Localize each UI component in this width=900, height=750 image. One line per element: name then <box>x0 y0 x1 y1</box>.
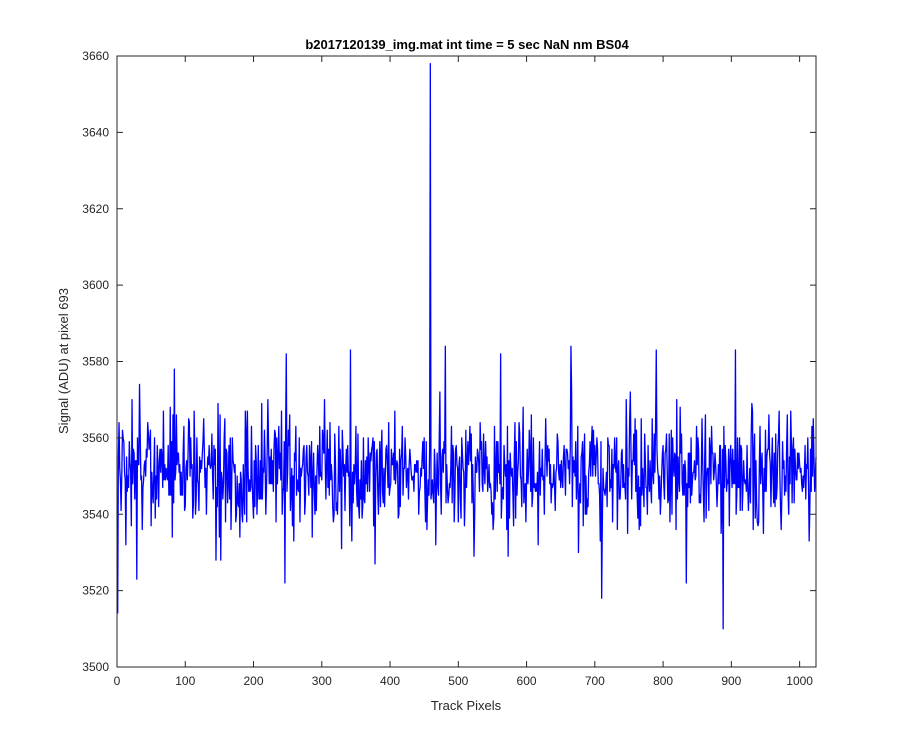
x-tick-label: 300 <box>312 674 332 688</box>
y-tick-label: 3660 <box>82 49 109 63</box>
y-tick-label: 3600 <box>82 278 109 292</box>
x-tick-label: 100 <box>175 674 195 688</box>
x-tick-label: 800 <box>653 674 673 688</box>
y-tick-label: 3520 <box>82 584 109 598</box>
y-tick-label: 3580 <box>82 355 109 369</box>
x-tick-label: 500 <box>448 674 468 688</box>
x-tick-label: 400 <box>380 674 400 688</box>
ticks-layer: 0 100 200 300 400 500 600 700 800 900 1000 3500 3520… <box>82 49 816 688</box>
y-tick-label: 3640 <box>82 125 109 139</box>
x-tick-label: 1000 <box>786 674 813 688</box>
plot-background <box>117 56 816 667</box>
y-tick-label: 3500 <box>82 660 109 674</box>
x-axis-label: Track Pixels <box>431 698 502 713</box>
y-tick-label: 3540 <box>82 507 109 521</box>
x-tick-label: 0 <box>114 674 121 688</box>
signal-series-line <box>117 62 817 630</box>
y-tick-label: 3560 <box>82 431 109 445</box>
chart-title: b2017120139_img.mat int time = 5 sec NaN… <box>305 37 629 52</box>
y-tick-label: 3620 <box>82 202 109 216</box>
y-axis-label: Signal (ADU) at pixel 693 <box>56 288 71 434</box>
x-tick-label: 200 <box>244 674 264 688</box>
plot-area: 0 100 200 300 400 500 600 700 800 900 1000 3500 3520… <box>82 49 817 688</box>
x-tick-label: 900 <box>721 674 741 688</box>
x-tick-label: 600 <box>517 674 537 688</box>
x-tick-label: 700 <box>585 674 605 688</box>
series-layer <box>117 62 817 630</box>
